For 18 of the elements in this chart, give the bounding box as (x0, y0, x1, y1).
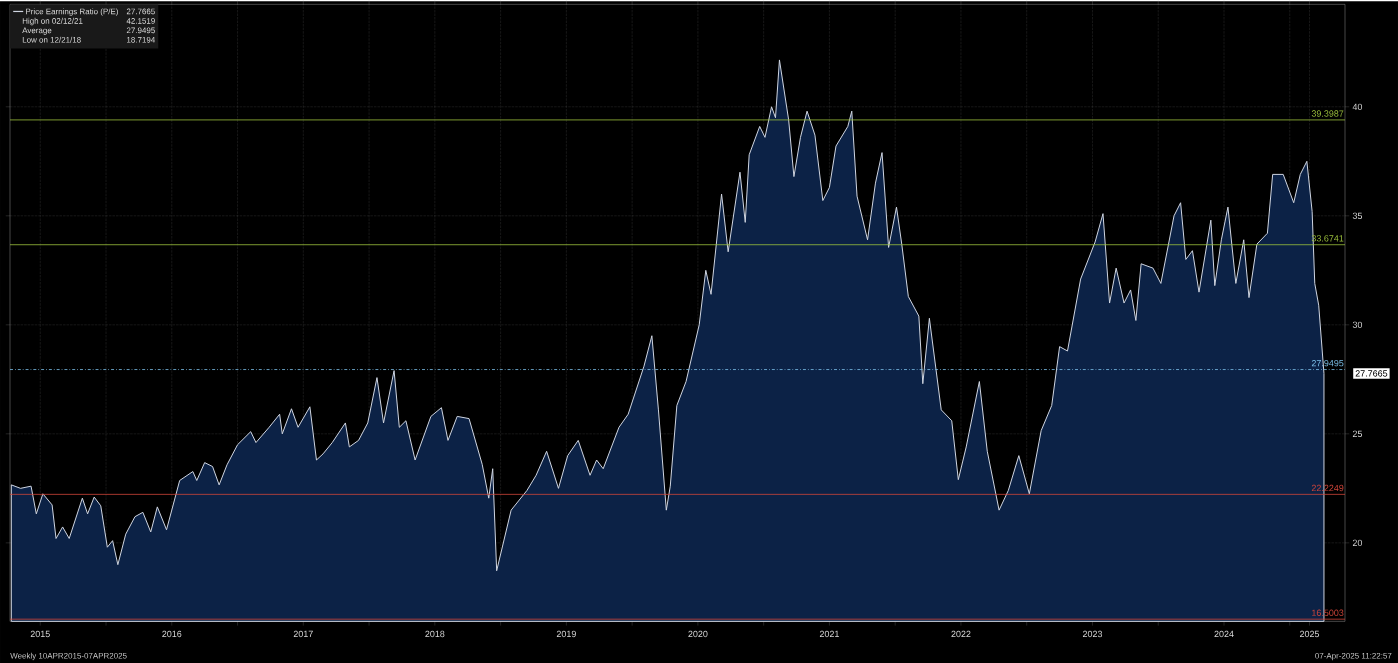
x-tick-label: 2025 (1299, 630, 1320, 637)
text: 27.7665 (1355, 370, 1388, 377)
x-tick-label: 2016 (162, 630, 182, 637)
y-tick-label: 35 (1352, 212, 1363, 219)
x-tick-label: 2024 (1214, 630, 1234, 637)
y-tick-label: 30 (1352, 321, 1363, 328)
x-tick-label: 2017 (293, 630, 313, 637)
x-tick-label: 2015 (30, 630, 50, 637)
x-tick-label: 2019 (556, 630, 576, 637)
ref-line-label: 39.3987 (1311, 110, 1344, 117)
y-tick-label: 20 (1352, 539, 1363, 546)
y-tick-label: 40 (1352, 103, 1363, 110)
x-tick-label: 2018 (425, 630, 445, 637)
x-tick-label: 2021 (819, 630, 839, 637)
x-tick-label: 2023 (1082, 630, 1103, 637)
y-tick-label: 25 (1352, 430, 1363, 437)
x-tick-label: 2020 (688, 630, 708, 637)
x-tick-label: 2022 (951, 630, 971, 637)
